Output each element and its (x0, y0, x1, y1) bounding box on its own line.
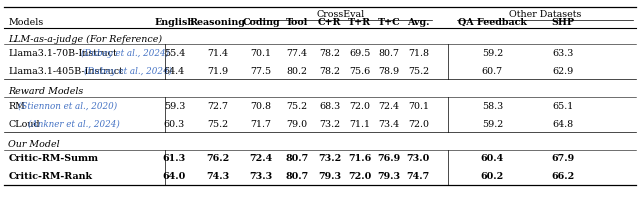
Text: CrossEval: CrossEval (317, 10, 365, 19)
Text: (Ankner et al., 2024): (Ankner et al., 2024) (28, 120, 119, 129)
Text: 71.9: 71.9 (207, 67, 228, 76)
Text: 71.7: 71.7 (251, 120, 272, 129)
Text: SHP: SHP (551, 18, 574, 27)
Text: 79.3: 79.3 (318, 173, 341, 181)
Text: Critic-RM-Rank: Critic-RM-Rank (8, 173, 92, 181)
Text: 70.8: 70.8 (251, 102, 272, 111)
Text: Tool: Tool (286, 18, 308, 27)
Text: 60.2: 60.2 (481, 173, 504, 181)
Text: Llama3.1-405B-Instruct: Llama3.1-405B-Instruct (8, 67, 124, 76)
Text: 73.4: 73.4 (378, 120, 399, 129)
Text: 65.1: 65.1 (552, 102, 573, 111)
Text: 73.3: 73.3 (250, 173, 273, 181)
Text: English: English (154, 18, 195, 27)
Text: 60.3: 60.3 (164, 120, 185, 129)
Text: 59.2: 59.2 (482, 49, 503, 58)
Text: 62.9: 62.9 (552, 67, 573, 76)
Text: 75.2: 75.2 (408, 67, 429, 76)
Text: QA Feedback: QA Feedback (458, 18, 527, 27)
Text: 72.7: 72.7 (207, 102, 228, 111)
Text: 59.2: 59.2 (482, 120, 503, 129)
Text: 67.9: 67.9 (551, 154, 574, 163)
Text: Reward Models: Reward Models (8, 87, 84, 96)
Text: (Dubey et al., 2024): (Dubey et al., 2024) (84, 67, 172, 76)
Text: 60.4: 60.4 (481, 154, 504, 163)
Text: 60.7: 60.7 (482, 67, 503, 76)
Text: 72.4: 72.4 (250, 154, 273, 163)
Text: 80.7: 80.7 (285, 154, 308, 163)
Text: Avg.: Avg. (407, 18, 429, 27)
Text: Reasoning: Reasoning (190, 18, 246, 27)
Text: 71.8: 71.8 (408, 49, 429, 58)
Text: 76.9: 76.9 (378, 154, 401, 163)
Text: 72.0: 72.0 (348, 173, 371, 181)
Text: CLoud: CLoud (8, 120, 40, 129)
Text: C+R: C+R (318, 18, 341, 27)
Text: 75.2: 75.2 (207, 120, 228, 129)
Text: 61.3: 61.3 (163, 154, 186, 163)
Text: 80.2: 80.2 (287, 67, 307, 76)
Text: 74.3: 74.3 (206, 173, 230, 181)
Text: 59.3: 59.3 (164, 102, 185, 111)
Text: LLM-as-a-judge (For Reference): LLM-as-a-judge (For Reference) (8, 34, 163, 44)
Text: 72.4: 72.4 (378, 102, 399, 111)
Text: 58.3: 58.3 (482, 102, 503, 111)
Text: 71.4: 71.4 (207, 49, 228, 58)
Text: 79.0: 79.0 (287, 120, 308, 129)
Text: 78.2: 78.2 (319, 67, 340, 76)
Text: Models: Models (8, 18, 44, 27)
Text: 79.3: 79.3 (378, 173, 401, 181)
Text: 64.4: 64.4 (164, 67, 185, 76)
Text: (Stiennon et al., 2020): (Stiennon et al., 2020) (17, 102, 116, 111)
Text: 70.1: 70.1 (408, 102, 429, 111)
Text: 72.0: 72.0 (408, 120, 429, 129)
Text: 77.5: 77.5 (251, 67, 272, 76)
Text: 64.0: 64.0 (163, 173, 186, 181)
Text: 63.3: 63.3 (552, 49, 573, 58)
Text: 68.3: 68.3 (319, 102, 340, 111)
Text: 71.1: 71.1 (349, 120, 370, 129)
Text: 74.7: 74.7 (407, 173, 430, 181)
Text: 80.7: 80.7 (378, 49, 399, 58)
Text: 69.5: 69.5 (349, 49, 371, 58)
Text: Our Model: Our Model (8, 140, 60, 149)
Text: 78.2: 78.2 (319, 49, 340, 58)
Text: 71.6: 71.6 (348, 154, 371, 163)
Text: T+R: T+R (348, 18, 371, 27)
Text: Llama3.1-70B-Instruct: Llama3.1-70B-Instruct (8, 49, 117, 58)
Text: 55.4: 55.4 (164, 49, 185, 58)
Text: Critic-RM-Summ: Critic-RM-Summ (8, 154, 99, 163)
Text: 77.4: 77.4 (287, 49, 307, 58)
Text: 76.2: 76.2 (206, 154, 230, 163)
Text: 75.6: 75.6 (349, 67, 370, 76)
Text: 80.7: 80.7 (285, 173, 308, 181)
Text: RM: RM (8, 102, 25, 111)
Text: (Dubey et al., 2024): (Dubey et al., 2024) (81, 49, 169, 58)
Text: 64.8: 64.8 (552, 120, 573, 129)
Text: 73.2: 73.2 (318, 154, 341, 163)
Text: 66.2: 66.2 (551, 173, 574, 181)
Text: Other Datasets: Other Datasets (509, 10, 581, 19)
Text: 78.9: 78.9 (378, 67, 399, 76)
Text: 75.2: 75.2 (287, 102, 308, 111)
Text: T+C: T+C (378, 18, 400, 27)
Text: Coding: Coding (243, 18, 280, 27)
Text: 72.0: 72.0 (349, 102, 370, 111)
Text: 70.1: 70.1 (251, 49, 272, 58)
Text: 73.2: 73.2 (319, 120, 340, 129)
Text: 73.0: 73.0 (407, 154, 430, 163)
